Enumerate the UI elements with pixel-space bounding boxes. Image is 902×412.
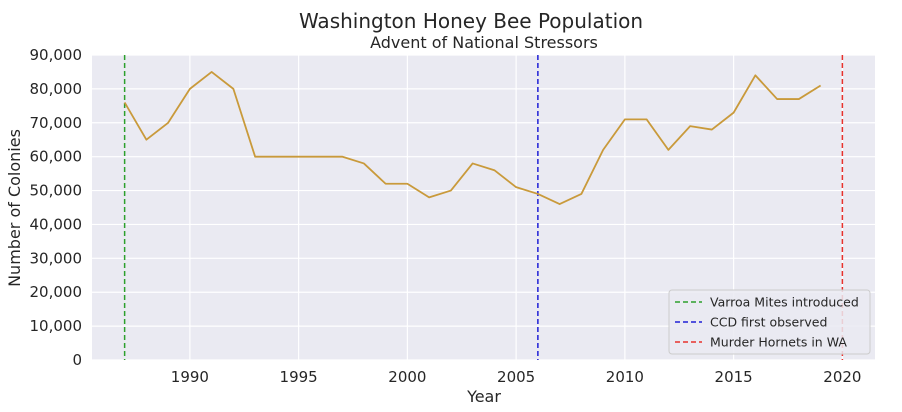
x-tick-label: 2005 [497, 368, 535, 386]
legend: Varroa Mites introduced CCD first observe… [668, 289, 871, 355]
y-tick-label: 0 [72, 351, 82, 369]
x-tick-label: 2010 [606, 368, 644, 386]
x-tick-label: 2000 [388, 368, 426, 386]
y-tick-label: 10,000 [30, 317, 83, 335]
y-tick-label: 90,000 [30, 46, 83, 64]
series-line [123, 71, 822, 206]
y-tick-label: 30,000 [30, 249, 83, 267]
y-axis-label: Number of Colonies [5, 129, 24, 287]
x-tick-label: 1990 [171, 368, 209, 386]
x-tick-label: 2020 [823, 368, 861, 386]
event-lines [123, 55, 844, 360]
legend-label: Murder Hornets in WA [710, 335, 847, 350]
y-tick-label: 80,000 [30, 80, 83, 98]
legend-label: CCD first observed [710, 315, 827, 330]
x-axis: 1990 1995 2000 2005 2010 2015 2020 [171, 368, 862, 386]
chart-subtitle: Advent of National Stressors [370, 33, 598, 52]
y-tick-label: 20,000 [30, 283, 83, 301]
legend-box [668, 289, 871, 355]
legend-label: Varroa Mites introduced [710, 295, 859, 310]
y-axis: 0 10,000 20,000 30,000 40,000 50,000 60,000 70,… [30, 46, 83, 369]
y-tick-label: 60,000 [30, 148, 83, 166]
x-tick-label: 1995 [280, 368, 318, 386]
x-axis-label: Year [466, 387, 501, 406]
y-tick-label: 70,000 [30, 114, 83, 132]
y-tick-label: 50,000 [30, 182, 83, 200]
grid-lines [92, 54, 875, 361]
y-tick-label: 40,000 [30, 215, 83, 233]
series-group [123, 71, 822, 206]
x-tick-label: 2015 [715, 368, 753, 386]
chart-title: Washington Honey Bee Population [299, 9, 643, 33]
